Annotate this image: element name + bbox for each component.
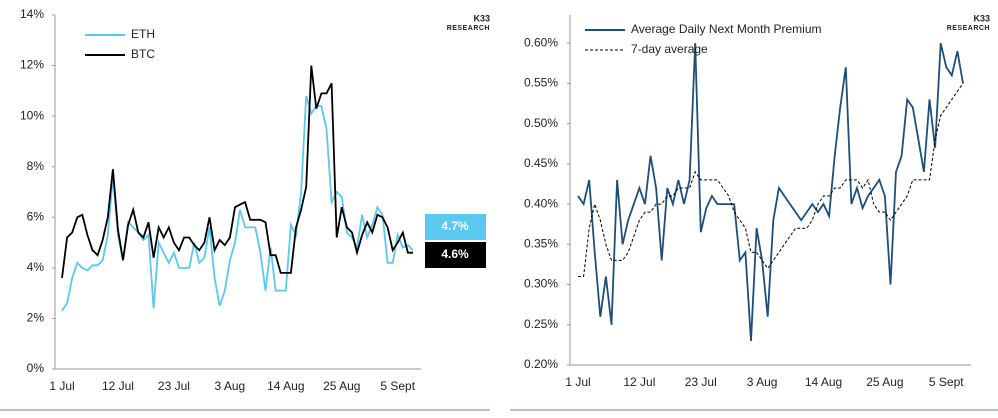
x-tick-label: 14 Aug xyxy=(805,375,842,389)
y-tick-label: 0.50% xyxy=(524,116,558,130)
legend-label: BTC xyxy=(131,47,155,61)
legend-label: ETH xyxy=(131,27,155,41)
y-tick-label: 0% xyxy=(27,361,45,375)
x-tick-label: 3 Aug xyxy=(747,375,778,389)
brand-subtitle: RESEARCH xyxy=(447,25,490,32)
x-tick-label: 23 Jul xyxy=(158,379,190,393)
x-tick-label: 3 Aug xyxy=(215,379,246,393)
value-label-box xyxy=(425,214,486,240)
y-tick-label: 0.45% xyxy=(524,156,558,170)
brand-name: K33 xyxy=(973,13,990,23)
series-line xyxy=(578,83,964,277)
y-tick-label: 10% xyxy=(20,108,44,122)
legend-label: 7-day average xyxy=(631,42,708,56)
x-tick-label: 25 Aug xyxy=(323,379,360,393)
x-tick-label: 23 Jul xyxy=(685,375,717,389)
x-tick-label: 12 Jul xyxy=(102,379,134,393)
y-tick-label: 12% xyxy=(20,58,44,72)
y-tick-label: 0.55% xyxy=(524,76,558,90)
y-tick-label: 0.30% xyxy=(524,277,558,291)
brand-subtitle: RESEARCH xyxy=(947,25,990,32)
y-tick-label: 14% xyxy=(20,7,44,21)
y-tick-label: 0.25% xyxy=(524,317,558,331)
x-tick-label: 1 Jul xyxy=(49,379,74,393)
legend-label: Average Daily Next Month Premium xyxy=(631,22,822,36)
y-tick-label: 4% xyxy=(27,260,45,274)
y-tick-label: 0.35% xyxy=(524,236,558,250)
y-tick-label: 2% xyxy=(27,311,45,325)
x-tick-label: 14 Aug xyxy=(267,379,304,393)
x-tick-label: 5 Sept xyxy=(929,375,964,389)
brand-name: K33 xyxy=(473,13,490,23)
y-tick-label: 0.20% xyxy=(524,357,558,371)
y-tick-label: 0.40% xyxy=(524,196,558,210)
y-tick-label: 0.60% xyxy=(524,35,558,49)
x-tick-label: 12 Jul xyxy=(623,375,655,389)
y-tick-label: 6% xyxy=(27,209,45,223)
x-tick-label: 25 Aug xyxy=(866,375,903,389)
series-line xyxy=(61,65,413,279)
value-label: 4.7% xyxy=(441,219,469,233)
value-label-box xyxy=(425,242,486,268)
series-line xyxy=(577,42,964,341)
series-line xyxy=(61,95,414,312)
value-label: 4.6% xyxy=(441,247,469,261)
y-tick-label: 8% xyxy=(27,159,45,173)
x-tick-label: 1 Jul xyxy=(565,375,590,389)
x-tick-label: 5 Sept xyxy=(380,379,415,393)
